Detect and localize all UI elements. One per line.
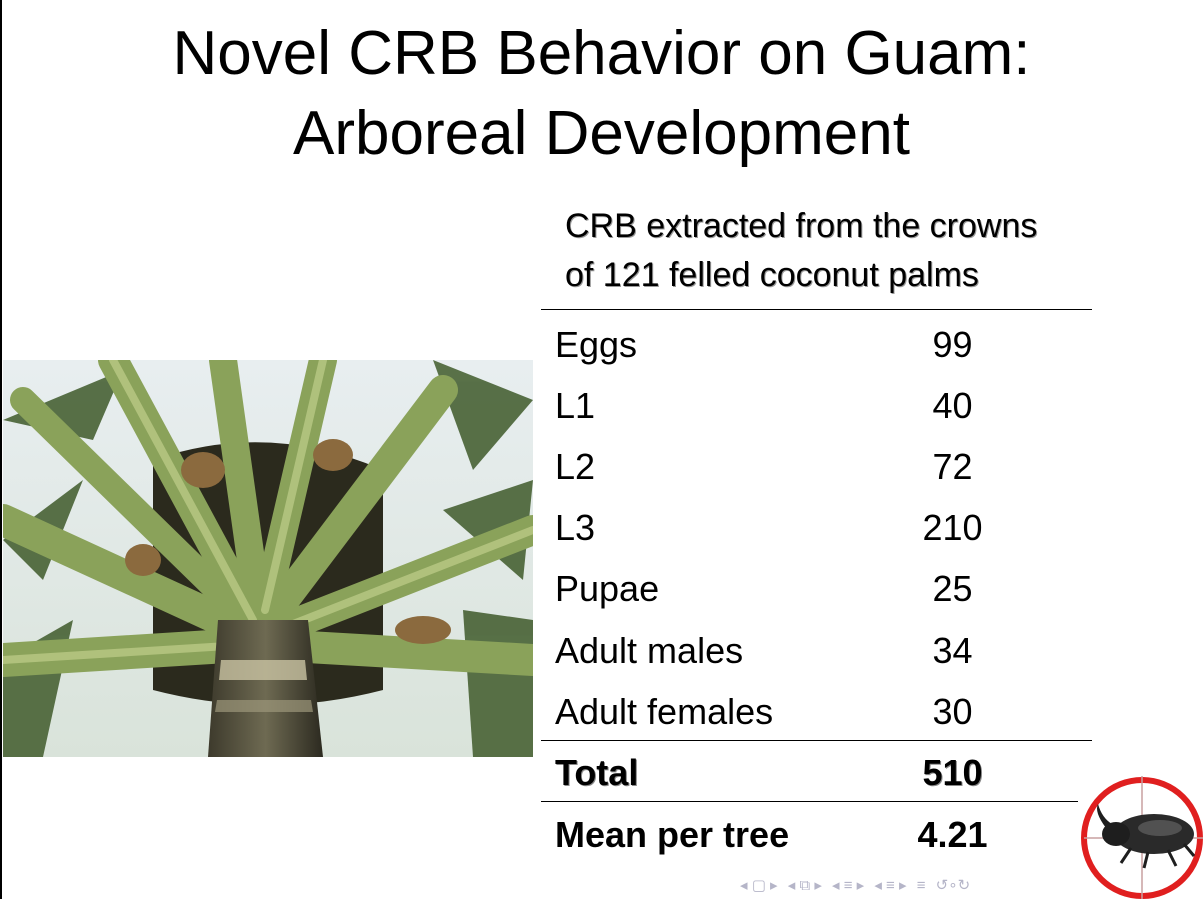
row-value: 25: [932, 568, 973, 609]
table-total-rule: [541, 740, 1092, 741]
table-row: L1 40: [555, 375, 1075, 437]
row-value: 30: [932, 691, 973, 732]
table-bottom-rule: [541, 801, 1078, 802]
row-label: Adult females: [555, 691, 774, 732]
mean-label: Mean per tree: [555, 814, 790, 855]
slide-navigation-bar: ◂ ▢ ▸ ◂ ⧉ ▸ ◂ ≡ ▸ ◂ ≡ ▸ ≡ ↺∘↻: [740, 876, 976, 898]
palm-crown-image: [3, 360, 533, 757]
nav-align-icon[interactable]: ≡: [916, 877, 926, 894]
caption-line-2: of 121 felled coconut palms: [565, 256, 979, 294]
table-row: Adult males 34: [555, 620, 1075, 682]
nav-section[interactable]: ◂ ⧉ ▸: [787, 877, 822, 894]
row-value: 210: [922, 507, 983, 548]
table-caption: CRB extracted from the crowns of 121 fel…: [565, 202, 1165, 300]
row-value: 40: [932, 385, 973, 426]
table-total-row: Total 510: [555, 742, 1075, 804]
row-label: Pupae: [555, 568, 660, 609]
nav-frame-first[interactable]: ◂ ▢ ▸: [740, 877, 778, 894]
row-value: 72: [932, 446, 973, 487]
row-label: L3: [555, 507, 596, 548]
table-row: Eggs 99: [555, 314, 1075, 376]
title-line-2: Arboreal Development: [293, 99, 910, 168]
beetle-crosshair-logo: [1076, 768, 1203, 899]
table-mean-row: Mean per tree 4.21: [555, 813, 1075, 899]
title-line-1: Novel CRB Behavior on Guam:: [172, 19, 1031, 88]
row-value: 99: [932, 324, 973, 365]
table-row: Adult females 30: [555, 681, 1075, 743]
slide-left-border: [0, 0, 2, 899]
caption-line-1: CRB extracted from the crowns: [565, 207, 1038, 245]
table-row: L2 72: [555, 436, 1075, 498]
total-value: 510: [922, 752, 983, 793]
row-label: L2: [555, 446, 596, 487]
nav-subsection[interactable]: ◂ ≡ ▸: [832, 877, 865, 894]
nav-search-icon[interactable]: ↺∘↻: [935, 877, 971, 894]
coconut-palm-photo: [3, 360, 533, 757]
table-row: Pupae 25: [555, 558, 1075, 620]
nav-frame[interactable]: ◂ ≡ ▸: [874, 877, 907, 894]
row-label: Eggs: [555, 324, 638, 365]
table-row: L3 210: [555, 497, 1075, 559]
rhinoceros-beetle-icon: [1081, 776, 1203, 899]
slide-title: Novel CRB Behavior on Guam: Arboreal Dev…: [0, 14, 1203, 174]
row-label: Adult males: [555, 630, 744, 671]
row-value: 34: [932, 630, 973, 671]
table-top-rule: [541, 309, 1092, 310]
mean-value: 4.21: [917, 814, 988, 855]
row-label: L1: [555, 385, 596, 426]
total-label: Total: [555, 752, 639, 793]
